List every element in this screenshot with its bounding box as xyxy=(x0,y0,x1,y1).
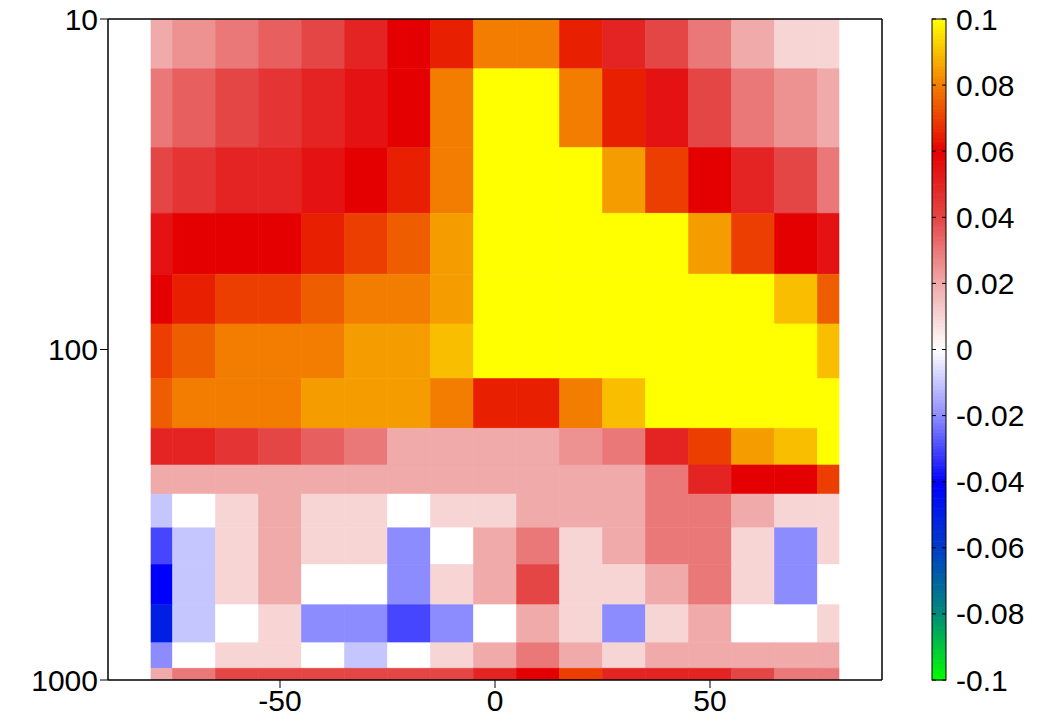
svg-text:-0.06: -0.06 xyxy=(956,531,1024,564)
svg-text:0.04: 0.04 xyxy=(956,201,1014,234)
svg-text:0.06: 0.06 xyxy=(956,135,1014,168)
svg-text:-0.08: -0.08 xyxy=(956,597,1024,630)
svg-text:-50: -50 xyxy=(258,684,301,717)
svg-text:0.02: 0.02 xyxy=(956,267,1014,300)
svg-text:0.1: 0.1 xyxy=(956,3,998,36)
svg-text:0: 0 xyxy=(956,333,973,366)
svg-text:1000: 1000 xyxy=(31,664,98,697)
svg-text:-0.1: -0.1 xyxy=(956,664,1008,697)
svg-text:0.08: 0.08 xyxy=(956,69,1014,102)
svg-text:50: 50 xyxy=(693,684,726,717)
svg-text:100: 100 xyxy=(48,333,98,366)
svg-text:-0.04: -0.04 xyxy=(956,465,1024,498)
svg-text:10: 10 xyxy=(65,3,98,36)
svg-text:0: 0 xyxy=(487,684,504,717)
svg-text:-0.02: -0.02 xyxy=(956,399,1024,432)
